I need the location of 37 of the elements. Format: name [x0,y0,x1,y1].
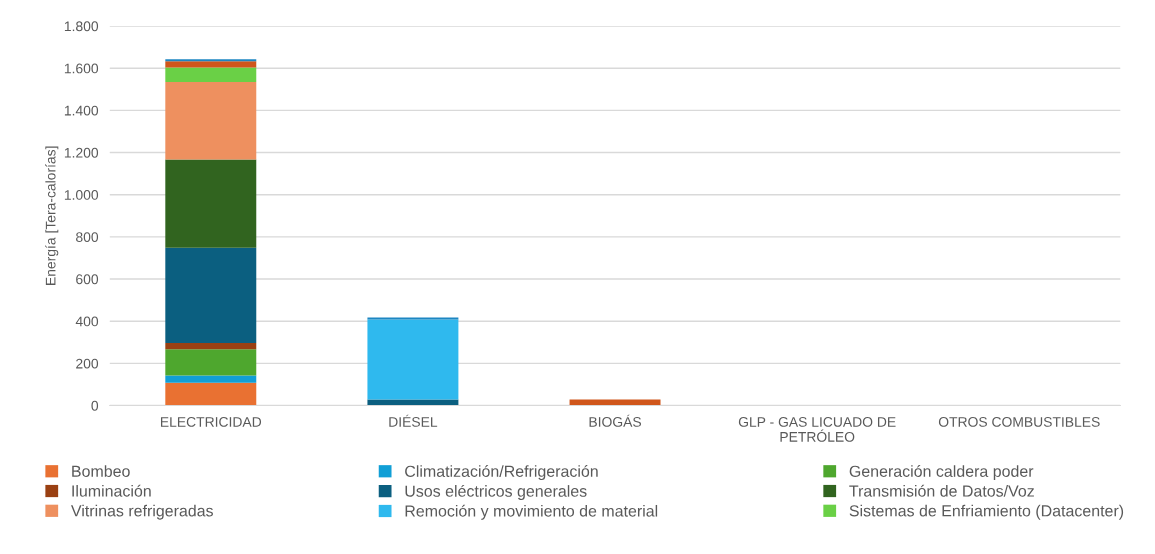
x-tick-label: ELECTRICIDAD [160,417,262,427]
legend-label: Transmisión de Datos/Voz [849,484,1034,497]
legend-label: Bombeo [72,465,130,477]
x-tick-label: DIÉSEL [389,414,438,427]
bar [165,59,257,62]
y-tick-label: 1.800 [64,21,99,32]
bar [165,382,257,406]
y-tick-label: 400 [75,316,99,327]
legend-label: Sistemas de Enfriamiento (Datacenter) [849,504,1124,520]
legend-label: Iluminación [72,484,151,497]
y-tick-label: 200 [76,358,99,369]
x-tick-label: GLP - GAS LICUADO DE PETRÓLEO [738,417,896,442]
bar [165,247,257,343]
y-tick-label: 1.600 [64,63,99,74]
bar [165,375,257,383]
bar [367,317,459,320]
bar [165,81,257,160]
y-tick-label: 0 [91,400,99,411]
bar [165,342,257,350]
legend-label: Generación caldera poder [849,465,1034,481]
bar [165,349,257,376]
bar [165,61,257,68]
x-tick-label: OTROS COMBUSTIBLES [938,417,1100,427]
legend-label: Remoción y movimiento de material [405,504,658,520]
y-tick-label: 600 [76,274,99,285]
y-tick-label: 1.400 [64,105,99,116]
bar [165,67,257,82]
bar [165,159,257,248]
x-tick-label: BIOGÁS [589,414,642,427]
legend-label: Usos eléctricos generales [405,484,587,500]
y-axis-title: Energía [Tera-calorías] [45,146,59,285]
legend-label: Vitrinas refrigeradas [71,504,213,520]
y-tick-label: 1.200 [64,147,99,158]
bar [367,319,459,400]
y-tick-label: 800 [76,232,99,243]
y-tick-label: 1.000 [64,190,99,200]
legend-label: Climatización/Refrigeración [405,465,598,481]
